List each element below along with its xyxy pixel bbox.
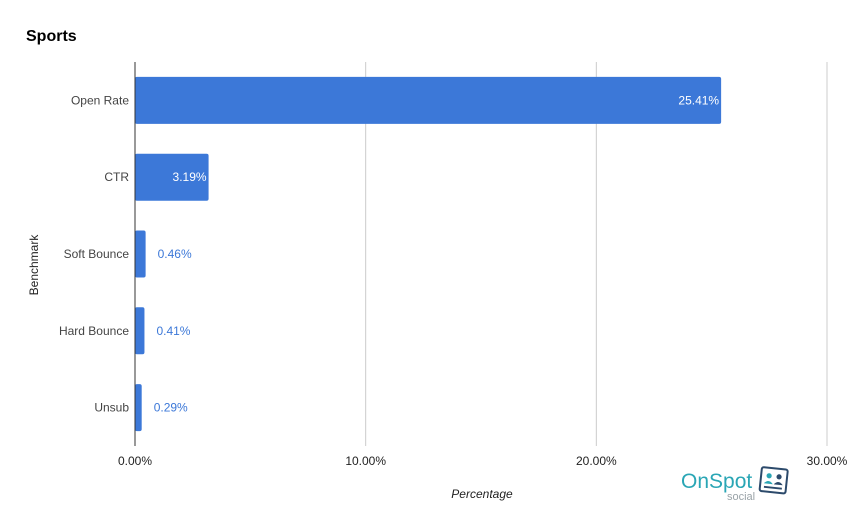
svg-text:OnSpot: OnSpot [681,470,752,493]
y-axis-title: Benchmark [27,234,41,296]
data-label: 0.41% [156,324,190,338]
data-labels: 25.41% 3.19% 0.46% 0.41% 0.29% [154,93,720,414]
gridlines [365,62,828,446]
bar [135,384,142,432]
category-labels: Open Rate CTR Soft Bounce Hard Bounce Unsub [59,93,129,414]
bar [135,230,146,278]
chart-title: Sports [26,28,77,45]
x-tick-label: 30.00% [807,454,848,468]
bars [135,76,722,432]
onspot-social-logo: OnSpot social [681,466,789,503]
data-label: 0.46% [158,247,192,261]
data-label: 25.41% [678,93,719,107]
logo-brand-second: Spot [709,470,752,493]
data-label: 0.29% [154,401,188,415]
x-tick-label: 10.00% [345,454,386,468]
logo-brand-first: On [681,470,709,493]
logo-sub: social [727,491,755,503]
bar [135,153,209,201]
category-label: Open Rate [71,93,129,107]
x-tick-labels: 0.00% 10.00% 20.00% 30.00% [118,454,848,468]
category-label: Soft Bounce [64,247,130,261]
category-label: Hard Bounce [59,324,129,338]
data-label: 3.19% [173,170,207,184]
category-label: Unsub [94,401,129,415]
x-axis-title: Percentage [451,487,513,501]
people-card-icon [758,466,789,495]
bar [135,307,145,355]
bar [135,76,722,124]
x-tick-label: 20.00% [576,454,617,468]
category-label: CTR [104,170,129,184]
x-tick-label: 0.00% [118,454,152,468]
